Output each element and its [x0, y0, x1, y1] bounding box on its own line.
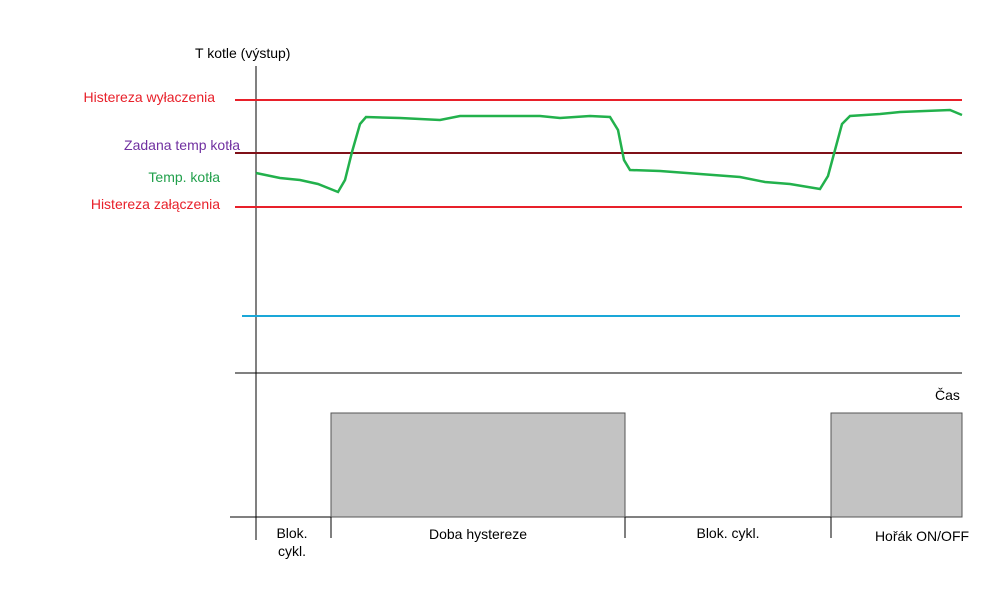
phase-label: Blok. cykl.: [696, 525, 759, 541]
level-label: Histereza załączenia: [91, 196, 220, 212]
phase-label: cykl.: [278, 543, 306, 559]
x-axis-label: Čas: [935, 387, 960, 403]
burner-on-block: [330, 412, 626, 518]
phase-label: Doba hystereze: [429, 526, 527, 542]
level-label: Histereza wyłaczenia: [84, 89, 216, 105]
level-label: Temp. kotła: [148, 169, 220, 185]
phase-label: Blok.: [276, 525, 307, 541]
y-axis-label: T kotle (výstup): [195, 45, 290, 61]
level-label: Zadana temp kotła: [124, 137, 240, 153]
temperature-curve: [255, 108, 963, 194]
burner-on-block: [830, 412, 963, 518]
phase-label: Hořák ON/OFF: [875, 528, 969, 544]
